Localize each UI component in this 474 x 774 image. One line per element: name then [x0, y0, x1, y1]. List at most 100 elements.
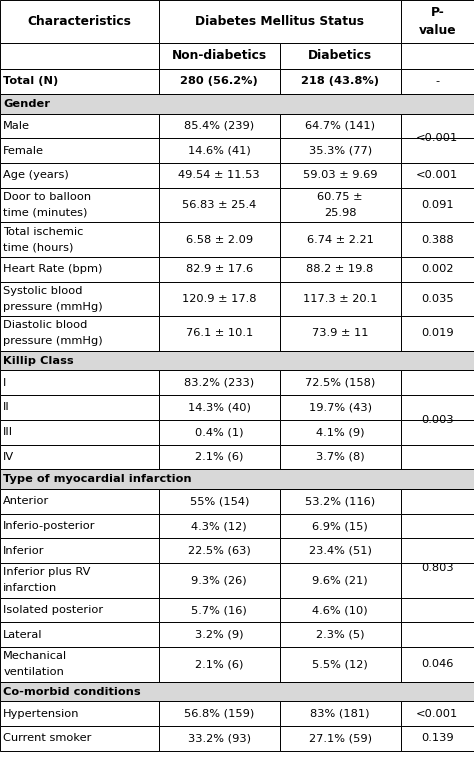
- Text: 14.6% (41): 14.6% (41): [188, 146, 251, 156]
- Bar: [159, 514, 280, 539]
- Text: 53.2% (116): 53.2% (116): [305, 496, 375, 506]
- Text: <0.001: <0.001: [416, 170, 458, 180]
- Text: 0.046: 0.046: [421, 659, 454, 670]
- Text: Age (years): Age (years): [3, 170, 69, 180]
- Text: 2.3% (5): 2.3% (5): [316, 630, 365, 639]
- Text: Systolic blood: Systolic blood: [3, 286, 83, 296]
- Text: 88.2 ± 19.8: 88.2 ± 19.8: [307, 264, 374, 274]
- Text: 0.019: 0.019: [421, 328, 454, 338]
- Text: 25.98: 25.98: [324, 208, 356, 218]
- Text: 2.1% (6): 2.1% (6): [195, 452, 244, 462]
- Text: Current smoker: Current smoker: [3, 734, 91, 744]
- Text: Inferior plus RV: Inferior plus RV: [3, 567, 91, 577]
- Bar: [159, 0, 401, 43]
- Text: 0.139: 0.139: [421, 734, 454, 744]
- Text: 0.388: 0.388: [421, 235, 454, 245]
- Bar: [0, 622, 159, 647]
- Text: 35.3% (77): 35.3% (77): [309, 146, 372, 156]
- Bar: [159, 726, 280, 751]
- Text: Non-diabetics: Non-diabetics: [172, 50, 267, 63]
- Bar: [0, 371, 159, 396]
- Text: 0.003: 0.003: [421, 415, 454, 425]
- Text: P-: P-: [430, 6, 444, 19]
- Bar: [159, 43, 280, 69]
- Text: 27.1% (59): 27.1% (59): [309, 734, 372, 744]
- Text: Type of myocardial infarction: Type of myocardial infarction: [3, 474, 192, 484]
- Bar: [0, 351, 474, 371]
- Bar: [0, 444, 159, 469]
- Bar: [159, 539, 280, 563]
- Text: Heart Rate (bpm): Heart Rate (bpm): [3, 264, 103, 274]
- Text: 72.5% (158): 72.5% (158): [305, 378, 375, 388]
- Bar: [159, 257, 280, 282]
- Text: 120.9 ± 17.8: 120.9 ± 17.8: [182, 294, 256, 304]
- Text: ventilation: ventilation: [3, 667, 64, 677]
- Bar: [0, 282, 159, 316]
- Bar: [401, 726, 474, 751]
- Text: 9.6% (21): 9.6% (21): [312, 575, 368, 585]
- Text: 83.2% (233): 83.2% (233): [184, 378, 254, 388]
- Bar: [401, 563, 474, 598]
- Text: 4.3% (12): 4.3% (12): [191, 521, 247, 531]
- Text: 5.5% (12): 5.5% (12): [312, 659, 368, 670]
- Text: III: III: [3, 427, 13, 437]
- Text: 73.9 ± 11: 73.9 ± 11: [312, 328, 368, 338]
- Text: 19.7% (43): 19.7% (43): [309, 402, 372, 413]
- Bar: [280, 114, 401, 139]
- Bar: [0, 563, 159, 598]
- Text: Female: Female: [3, 146, 44, 156]
- Text: <0.001: <0.001: [416, 133, 458, 143]
- Text: 55% (154): 55% (154): [190, 496, 249, 506]
- Bar: [280, 598, 401, 622]
- Bar: [159, 647, 280, 682]
- Text: 64.7% (141): 64.7% (141): [305, 121, 375, 131]
- Text: 3.7% (8): 3.7% (8): [316, 452, 365, 462]
- Bar: [0, 701, 159, 726]
- Bar: [159, 282, 280, 316]
- Bar: [159, 598, 280, 622]
- Text: 5.7% (16): 5.7% (16): [191, 605, 247, 615]
- Bar: [401, 188, 474, 222]
- Text: 60.75 ±: 60.75 ±: [318, 192, 363, 202]
- Text: infarction: infarction: [3, 584, 57, 594]
- Bar: [0, 69, 159, 94]
- Bar: [159, 69, 280, 94]
- Bar: [159, 622, 280, 647]
- Text: 6.9% (15): 6.9% (15): [312, 521, 368, 531]
- Bar: [280, 514, 401, 539]
- Bar: [159, 489, 280, 514]
- Text: 56.8% (159): 56.8% (159): [184, 709, 255, 719]
- Text: 0.035: 0.035: [421, 294, 454, 304]
- Bar: [401, 139, 474, 163]
- Text: 14.3% (40): 14.3% (40): [188, 402, 251, 413]
- Bar: [0, 539, 159, 563]
- Text: 0.803: 0.803: [421, 563, 454, 573]
- Bar: [401, 489, 474, 514]
- Bar: [401, 371, 474, 396]
- Bar: [280, 539, 401, 563]
- Text: 280 (56.2%): 280 (56.2%): [180, 77, 258, 87]
- Bar: [159, 188, 280, 222]
- Text: 0.4% (1): 0.4% (1): [195, 427, 244, 437]
- Bar: [0, 726, 159, 751]
- Text: 33.2% (93): 33.2% (93): [188, 734, 251, 744]
- Text: 82.9 ± 17.6: 82.9 ± 17.6: [186, 264, 253, 274]
- Text: Killip Class: Killip Class: [3, 355, 74, 365]
- Text: 76.1 ± 10.1: 76.1 ± 10.1: [186, 328, 253, 338]
- Bar: [280, 444, 401, 469]
- Bar: [401, 282, 474, 316]
- Text: time (hours): time (hours): [3, 242, 73, 252]
- Bar: [401, 701, 474, 726]
- Text: 4.6% (10): 4.6% (10): [312, 605, 368, 615]
- Text: 23.4% (51): 23.4% (51): [309, 546, 372, 556]
- Text: Anterior: Anterior: [3, 496, 50, 506]
- Text: 117.3 ± 20.1: 117.3 ± 20.1: [303, 294, 377, 304]
- Bar: [280, 188, 401, 222]
- Text: 6.58 ± 2.09: 6.58 ± 2.09: [186, 235, 253, 245]
- Text: Isolated posterior: Isolated posterior: [3, 605, 103, 615]
- Bar: [401, 420, 474, 444]
- Bar: [0, 647, 159, 682]
- Text: Male: Male: [3, 121, 30, 131]
- Text: 6.74 ± 2.21: 6.74 ± 2.21: [307, 235, 374, 245]
- Text: 4.1% (9): 4.1% (9): [316, 427, 365, 437]
